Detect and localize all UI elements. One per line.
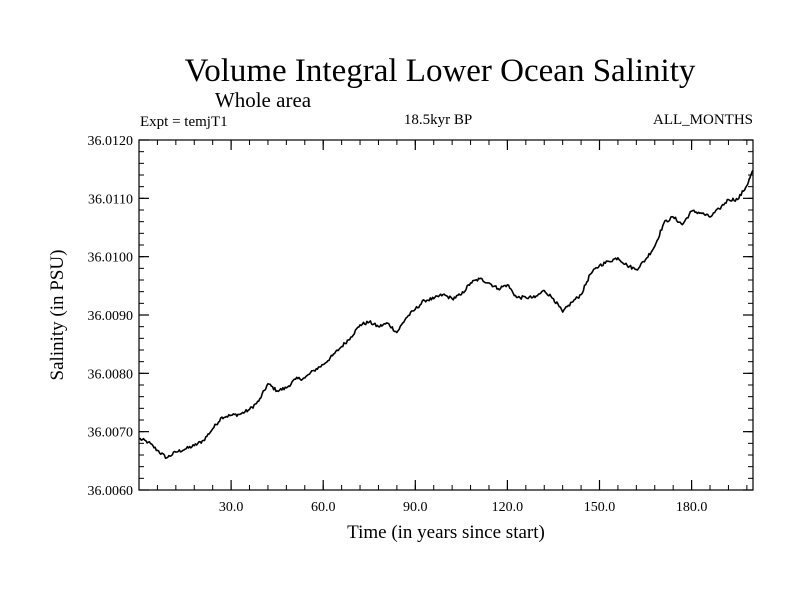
x-tick-label: 150.0 xyxy=(584,500,616,515)
x-tick-labels: 30.0 60.0 90.0 120.0 150.0 180.0 xyxy=(219,500,707,515)
y-axis-label: Salinity (in PSU) xyxy=(47,250,68,381)
y-tick-label: 36.0090 xyxy=(88,309,134,324)
y-tick-label: 36.0080 xyxy=(88,367,134,382)
x-axis-label: Time (in years since start) xyxy=(347,522,545,543)
x-tick-label: 120.0 xyxy=(492,500,524,515)
experiment-label: Expt = temjT1 xyxy=(140,114,228,130)
y-tick-label: 36.0070 xyxy=(88,426,134,441)
salinity-series-line xyxy=(138,169,754,460)
x-tick-label: 90.0 xyxy=(403,500,428,515)
x-tick-label: 60.0 xyxy=(311,500,336,515)
plot-frame xyxy=(138,139,754,491)
x-tick-label: 180.0 xyxy=(676,500,708,515)
chart-title: Volume Integral Lower Ocean Salinity xyxy=(185,53,696,89)
y-tick-label: 36.0110 xyxy=(88,192,133,207)
y-tick-label: 36.0060 xyxy=(88,484,134,499)
period-label: 18.5kyr BP xyxy=(404,112,472,128)
y-tick-label: 36.0100 xyxy=(88,251,134,266)
minor-ticks xyxy=(139,140,753,490)
months-label: ALL_MONTHS xyxy=(653,112,753,128)
major-ticks xyxy=(139,139,753,491)
x-tick-label: 30.0 xyxy=(219,500,244,515)
y-tick-labels: 36.0060 36.0070 36.0080 36.0090 36.0100 36.01… xyxy=(88,134,134,499)
chart-subtitle: Whole area xyxy=(215,88,312,112)
y-tick-label: 36.0120 xyxy=(88,134,134,149)
